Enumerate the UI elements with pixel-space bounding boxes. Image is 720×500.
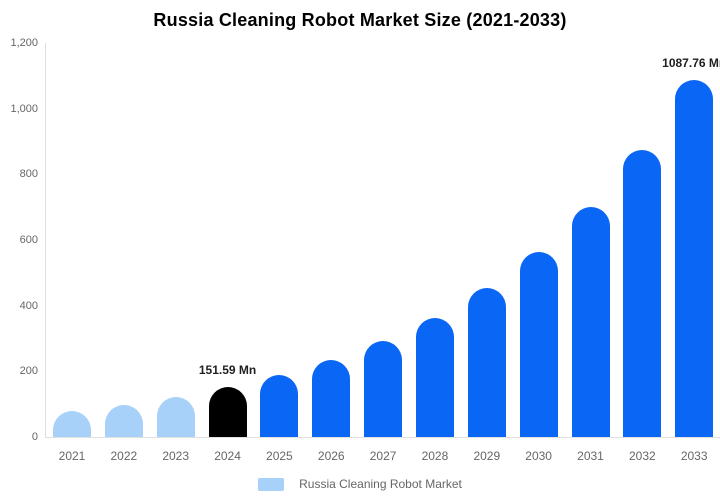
- bar-2023[interactable]: [156, 397, 195, 437]
- y-tick-600: 600: [19, 234, 38, 246]
- bar-2021[interactable]: [53, 411, 91, 437]
- x-axis-line: [45, 437, 720, 438]
- x-tick-2029: 2029: [473, 449, 501, 463]
- bar-2033[interactable]: [675, 79, 714, 437]
- x-tick-2031: 2031: [577, 449, 604, 463]
- plot-area: [45, 43, 720, 437]
- legend-label: Russia Cleaning Robot Market: [299, 477, 462, 491]
- bar-2025[interactable]: [260, 375, 299, 437]
- value-label-2024: 151.59 Mn: [198, 363, 257, 378]
- y-tick-200: 200: [19, 365, 38, 378]
- bar-2022[interactable]: [104, 404, 143, 437]
- y-tick-1200: 1,200: [10, 37, 38, 49]
- bar-2031[interactable]: [571, 206, 610, 437]
- x-tick-2023: 2023: [162, 449, 190, 463]
- bar-2027[interactable]: [364, 341, 403, 437]
- x-tick-2022: 2022: [110, 449, 138, 463]
- bar-2026[interactable]: [312, 359, 351, 437]
- x-tick-2021: 2021: [58, 449, 86, 463]
- y-tick-400: 400: [19, 299, 38, 312]
- legend: Russia Cleaning Robot Market: [0, 477, 720, 491]
- bar-2028[interactable]: [415, 317, 454, 437]
- y-tick-800: 800: [19, 168, 38, 181]
- chart-title: Russia Cleaning Robot Market Size (2021-…: [153, 10, 567, 30]
- x-tick-2026: 2026: [317, 449, 345, 463]
- y-tick-1000: 1,000: [10, 102, 38, 115]
- legend-item[interactable]: Russia Cleaning Robot Market: [258, 477, 462, 491]
- y-axis-line: [45, 43, 46, 438]
- x-tick-2024: 2024: [214, 449, 241, 463]
- x-tick-2030: 2030: [525, 449, 552, 463]
- x-tick-2027: 2027: [369, 449, 397, 463]
- x-tick-2025: 2025: [266, 449, 293, 463]
- legend-swatch: [258, 477, 285, 491]
- y-tick-0: 0: [31, 431, 38, 443]
- x-tick-2033: 2033: [680, 449, 708, 463]
- bar-2032[interactable]: [623, 150, 662, 437]
- bar-2024[interactable]: [208, 387, 247, 437]
- bar-2029[interactable]: [467, 288, 506, 437]
- value-label-2033: 1087.76 Mn: [662, 55, 720, 70]
- x-tick-2032: 2032: [628, 449, 656, 463]
- bar-2030[interactable]: [519, 251, 558, 437]
- x-tick-2028: 2028: [421, 449, 449, 463]
